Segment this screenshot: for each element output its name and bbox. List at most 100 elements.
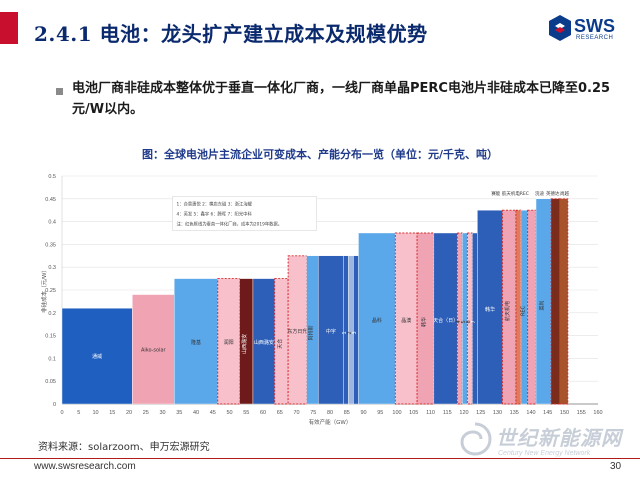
bar-label: 天合（日） [433, 317, 458, 324]
bar-label: 韩华 [420, 317, 427, 327]
y-tick-label: 0.4 [48, 220, 56, 226]
bar-label: REC [520, 305, 526, 316]
bar-label: 航天机电 [504, 301, 511, 321]
bullet-square [56, 88, 63, 95]
x-tick-label: 20 [126, 410, 132, 416]
x-tick-label: 140 [526, 410, 535, 416]
x-tick-label: 90 [360, 410, 366, 416]
logo-subtext: RESEARCH [576, 35, 614, 41]
x-tick-label: 15 [109, 410, 115, 416]
bar [527, 209, 537, 405]
legend-line: 1：合景惠悦 2：横店东磁 3：浙江海耀 [177, 201, 253, 208]
x-tick-label: 40 [193, 410, 199, 416]
summary-text: 电池厂商非硅成本整体优于垂直一体化厂商，一线厂商单晶PERC电池片非硅成本已降至… [72, 81, 611, 117]
bar-label: Aiko-solar [141, 347, 167, 353]
watermark: 世纪新能源网 Century New Energy Network [456, 420, 636, 464]
bar [358, 232, 396, 405]
sws-logo: SWS RESEARCH [548, 14, 628, 44]
y-tick-label: 0.5 [48, 174, 56, 180]
bar-label: 阿特斯 [307, 325, 314, 340]
x-tick-label: 105 [409, 410, 418, 416]
bar [274, 278, 289, 405]
bar [466, 232, 473, 405]
bar-label: 3 [352, 331, 358, 334]
bar [559, 198, 569, 405]
bar [343, 255, 349, 405]
legend-box [172, 196, 317, 231]
x-tick-label: 125 [476, 410, 485, 416]
page-number: 30 [610, 461, 622, 472]
bar [318, 255, 344, 405]
bar-top-label: REC [520, 191, 529, 197]
y-tick-label: 0.15 [45, 334, 56, 340]
x-tick-label: 110 [426, 410, 435, 416]
y-tick-label: 0.45 [45, 197, 56, 203]
bar-top-label: 赛能 [491, 190, 500, 197]
x-tick-label: 145 [543, 410, 552, 416]
bar-label: 1 [342, 331, 348, 334]
x-tick-label: 135 [510, 410, 519, 416]
bar-label: 6 [466, 320, 472, 323]
y-tick-label: 0.2 [48, 311, 56, 317]
bar [472, 232, 478, 405]
bar-label: 润阳 [224, 339, 234, 346]
bar-label: 英利 [539, 300, 546, 310]
x-tick-label: 120 [459, 410, 468, 416]
y-tick-label: 0 [53, 402, 56, 408]
x-tick-label: 55 [243, 410, 249, 416]
x-tick-label: 130 [493, 410, 502, 416]
y-tick-label: 0.25 [45, 288, 56, 294]
y-axis-title: 非硅成本（元/W） [40, 267, 48, 313]
bar-top-label: 航天机电 [502, 190, 520, 197]
bar-label: 4 [456, 320, 462, 323]
page-title: 2.4.1 电池：龙头扩产建立成本及规模优势 [34, 22, 428, 46]
y-tick-label: 0.05 [45, 379, 56, 385]
bar-label: 山西潞安 [254, 339, 274, 346]
legend-line: 注：红色框线为垂直一体化厂商，成本为2019年数据。 [177, 221, 282, 228]
watermark-text: 世纪新能源网 [496, 426, 622, 450]
x-axis-title: 有效产能（GW） [309, 418, 352, 426]
bar [477, 209, 503, 405]
header: 2.4.1 电池：龙头扩产建立成本及规模优势 SWS RESEARCH [0, 0, 640, 56]
x-tick-label: 0 [60, 410, 63, 416]
chart-caption: 图：全球电池片主流企业可变成本、产能分布一览（单位：元/千克、吨） [141, 148, 498, 161]
legend-line: 4：英发 5：鑫宇 6：腾晖 7：阳光中科 [177, 211, 253, 218]
bar-label: 山西潞安 [241, 334, 248, 354]
x-tick-label: 5 [77, 410, 80, 416]
y-tick-label: 0.35 [45, 242, 56, 248]
bar-label: 通威 [92, 353, 102, 360]
x-tick-label: 35 [176, 410, 182, 416]
bar-top-label: 尚越 [560, 190, 569, 197]
x-tick-label: 25 [143, 410, 149, 416]
source-note: 资料来源：solarzoom、申万宏源研究 [38, 442, 210, 453]
bar-label: 中宇 [326, 328, 336, 335]
bar-top-label: 浣迪 [535, 190, 544, 197]
sws-logo-icon [549, 15, 571, 41]
x-tick-label: 50 [226, 410, 232, 416]
bar-label: 晶澳 [401, 317, 411, 324]
bar [348, 255, 354, 405]
x-tick-label: 155 [577, 410, 586, 416]
x-tick-label: 30 [159, 410, 165, 416]
watermark-subtext: Century New Energy Network [498, 450, 591, 457]
bar [462, 232, 468, 405]
footer-url: www.swsresearch.com [34, 461, 136, 472]
bar-label: 天合 [276, 339, 283, 349]
x-tick-label: 95 [377, 410, 383, 416]
bar-label: 隆基 [191, 339, 201, 346]
bar-top-label: 英德达 [546, 190, 560, 197]
bar [394, 232, 418, 405]
bar-label: 7 [471, 320, 477, 323]
x-tick-label: 60 [260, 410, 266, 416]
bar [174, 278, 218, 405]
x-tick-label: 65 [277, 410, 283, 416]
x-tick-label: 115 [443, 410, 452, 416]
bar [456, 232, 463, 405]
x-tick-label: 10 [92, 410, 98, 416]
bar-label: 5 [461, 320, 467, 323]
watermark-swirl-icon [460, 422, 492, 456]
bar [550, 198, 560, 405]
x-tick-label: 85 [344, 410, 350, 416]
x-tick-label: 70 [293, 410, 299, 416]
x-tick-label: 150 [560, 410, 569, 416]
